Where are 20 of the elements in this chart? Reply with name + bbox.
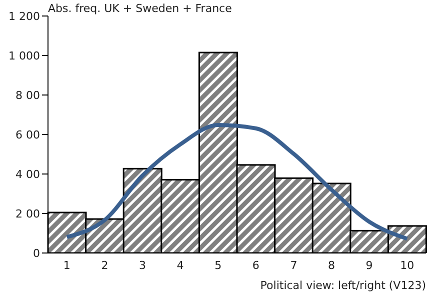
x-tick-label: 6 xyxy=(252,258,260,272)
x-tick-label: 10 xyxy=(400,258,414,272)
x-tick-label: 7 xyxy=(290,258,298,272)
x-tick-label: 4 xyxy=(176,258,184,272)
y-tick-label: 0 xyxy=(33,247,40,260)
x-tick-label: 8 xyxy=(328,258,335,272)
y-tick-label: 6 00 xyxy=(16,128,40,142)
chart-title: Abs. freq. UK + Sweden + France xyxy=(48,2,232,15)
y-tick-label: 1 000 xyxy=(8,50,40,62)
line-series xyxy=(64,123,410,241)
x-tick-label: 1 xyxy=(63,258,70,272)
x-tick-label: 3 xyxy=(139,258,146,272)
y-tick-label: 2 00 xyxy=(16,208,40,220)
y-tick-label: 8 00 xyxy=(16,89,40,102)
y-tick-label: 4 00 xyxy=(16,168,40,181)
x-tick-label: 2 xyxy=(101,258,108,272)
y-tick-label: 1 200 xyxy=(8,10,40,23)
x-tick-label: 9 xyxy=(366,258,373,272)
x-axis-title: Political view: left/right (V123) xyxy=(260,279,426,292)
x-tick-label: 5 xyxy=(214,258,222,272)
